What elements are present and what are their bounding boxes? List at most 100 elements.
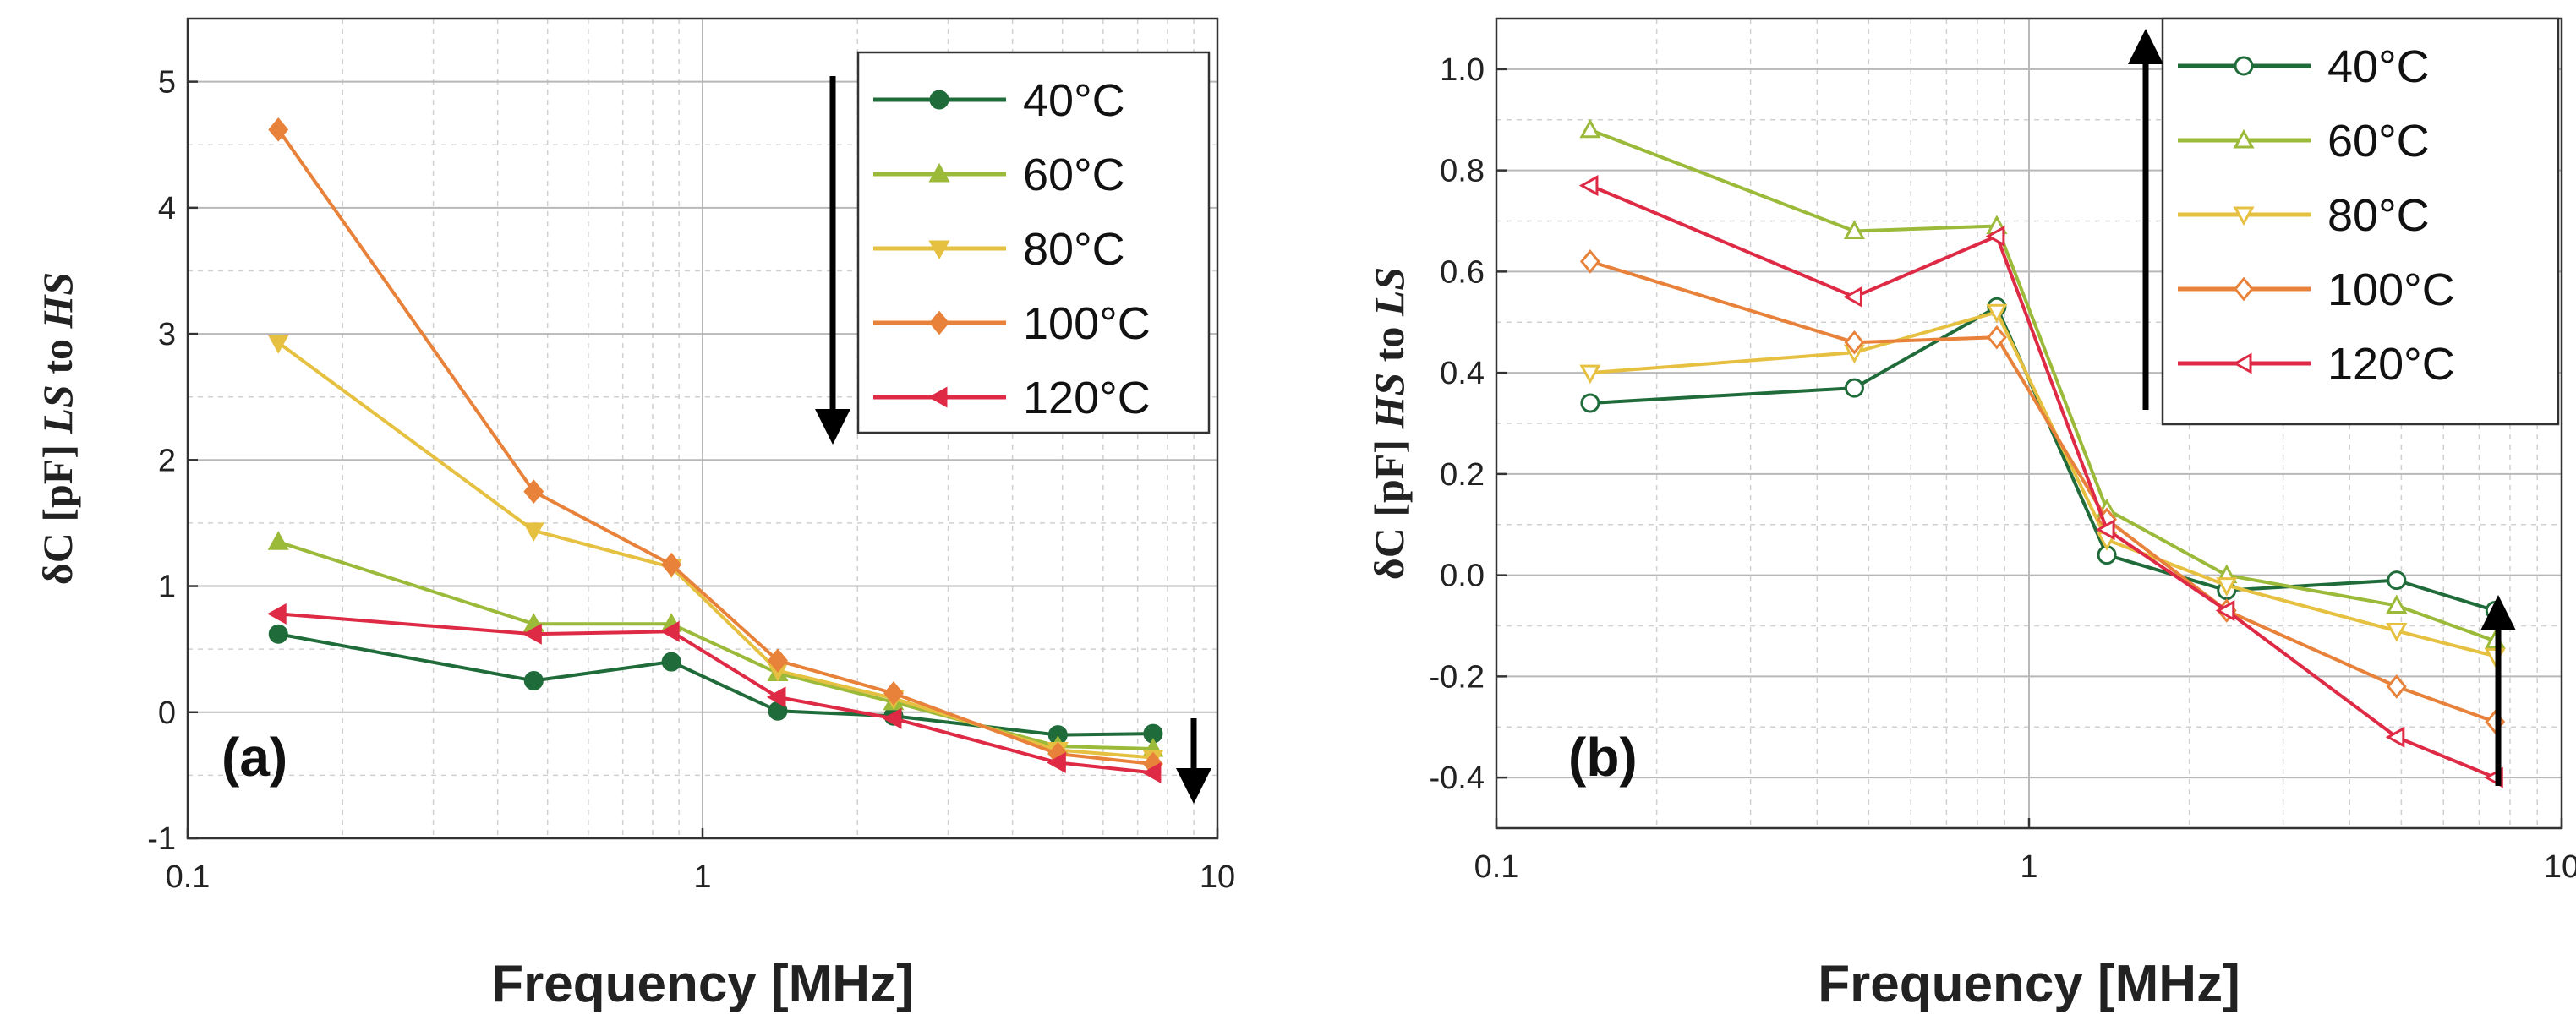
data-point-3-1 (523, 479, 544, 504)
legend-marker-3 (2234, 276, 2254, 302)
data-point-0-5 (2387, 570, 2407, 591)
data-point-3-0 (1579, 249, 1600, 274)
data-point-1-5 (2386, 594, 2408, 614)
data-point-2-2 (1986, 303, 2008, 324)
data-point-0-0 (268, 624, 288, 644)
y-axis-label-part: HS (1365, 373, 1413, 430)
panel-label: (b) (1568, 727, 1638, 788)
x-axis-label: Frequency [MHz] (1818, 955, 2240, 1013)
legend-marker-0 (929, 90, 949, 110)
y-tick-label: 0.8 (1440, 154, 1485, 189)
legend-box (856, 51, 1211, 434)
y-tick-label: 0.0 (1440, 559, 1485, 594)
data-point-2-5 (2386, 622, 2408, 642)
data-point-4-3 (2095, 519, 2115, 541)
data-point-2-1 (522, 522, 544, 542)
data-point-3-2 (661, 552, 682, 577)
legend-label-1: 60°C (2327, 116, 2430, 166)
legend-label-1: 60°C (1023, 150, 1125, 200)
data-point-4-2 (1985, 225, 2005, 248)
legend-label-2: 80°C (2327, 190, 2430, 241)
data-point-3-3 (768, 648, 788, 673)
y-tick-label: 3 (158, 317, 176, 352)
legend-marker-2 (2233, 206, 2255, 226)
legend-marker-2 (928, 240, 950, 260)
y-axis-label: δC [pF] HS to LS (1365, 267, 1413, 580)
y-tick-label: 1 (158, 570, 176, 605)
data-point-4-0 (1578, 175, 1599, 197)
series-line-1 (277, 540, 1153, 751)
data-point-4-1 (522, 623, 542, 645)
data-point-3-5 (2386, 674, 2407, 699)
y-axis-label-part: δC [pF] (1365, 429, 1413, 581)
legend-marker-0 (2234, 56, 2254, 76)
data-point-1-1 (1843, 220, 1865, 239)
legend-label-0: 40°C (1023, 75, 1125, 126)
x-tick-label: 0.1 (1474, 849, 1519, 885)
legend-marker-4 (927, 386, 948, 408)
x-axis-label: Frequency [MHz] (491, 955, 913, 1013)
y-tick-label: 5 (158, 65, 176, 101)
y-tick-label: -0.2 (1430, 659, 1485, 695)
data-point-4-4 (2215, 599, 2235, 622)
legend-label-3: 100°C (1023, 298, 1151, 349)
data-point-0-1 (523, 670, 544, 690)
x-tick-label: 1 (693, 859, 711, 895)
data-point-4-3 (766, 686, 786, 708)
data-point-4-4 (882, 707, 902, 729)
data-point-3-4 (883, 681, 904, 706)
data-point-4-6 (1141, 761, 1162, 783)
legend-marker-1 (2233, 128, 2255, 149)
x-tick-label: 0.1 (166, 859, 211, 895)
legend-box (2161, 17, 2560, 426)
legend-marker-4 (2232, 352, 2252, 374)
data-point-4-1 (1843, 286, 1862, 308)
y-tick-label: 4 (158, 191, 176, 226)
y-axis-label-part: to (34, 328, 81, 385)
y-tick-label: -1 (147, 821, 176, 857)
x-tick-label: 10 (1200, 859, 1235, 895)
y-tick-label: 0.4 (1440, 356, 1485, 391)
data-point-0-0 (1580, 393, 1600, 413)
x-tick-label: 1 (2020, 849, 2037, 885)
legend-label-3: 100°C (2327, 265, 2455, 315)
y-axis-label-part: δC [pF] (34, 434, 81, 586)
x-tick-label: 10 (2544, 849, 2576, 885)
data-point-1-0 (267, 531, 289, 550)
chart-panel-b: 1.0 0.8 0.6 0.4 0.2 0.0 -0.2 -0.4 0.1 1 10 Frequenc… (1365, 17, 2576, 1013)
data-point-0-2 (661, 652, 681, 672)
y-tick-label: 1.0 (1440, 52, 1485, 88)
data-point-2-4 (2216, 577, 2238, 597)
data-point-4-2 (660, 620, 680, 642)
legend-label-0: 40°C (2327, 41, 2430, 92)
legend-label-4: 120°C (2327, 339, 2455, 390)
legend-marker-1 (928, 162, 950, 183)
data-point-4-0 (267, 603, 287, 625)
data-point-3-1 (1844, 330, 1865, 355)
data-point-2-0 (1579, 364, 1601, 385)
y-tick-label: 0.2 (1440, 457, 1485, 493)
y-axis-label-part: LS (1365, 267, 1413, 317)
y-tick-label: 0 (158, 696, 176, 731)
data-point-1-0 (1579, 118, 1601, 139)
data-point-3-0 (268, 117, 289, 142)
series-line-4 (278, 612, 1154, 775)
data-point-4-5 (1047, 751, 1066, 774)
legend-label-2: 80°C (1023, 224, 1125, 275)
legend-label-4: 120°C (1023, 373, 1151, 423)
y-tick-label: 2 (158, 443, 176, 478)
y-axis-label-part: LS (34, 385, 81, 434)
data-point-3-2 (1986, 325, 2007, 350)
data-point-4-5 (2385, 726, 2405, 748)
legend-marker-3 (929, 310, 949, 335)
y-tick-label: -0.4 (1430, 761, 1485, 796)
y-axis-label: δC [pF] LS to HS (34, 272, 81, 585)
y-axis-label-part: to (1365, 316, 1413, 373)
y-tick-label: 0.6 (1440, 254, 1485, 290)
data-point-2-0 (267, 335, 289, 354)
data-point-0-1 (1844, 378, 1864, 398)
panel-label: (a) (222, 727, 287, 788)
y-axis-label-part: HS (34, 272, 81, 330)
